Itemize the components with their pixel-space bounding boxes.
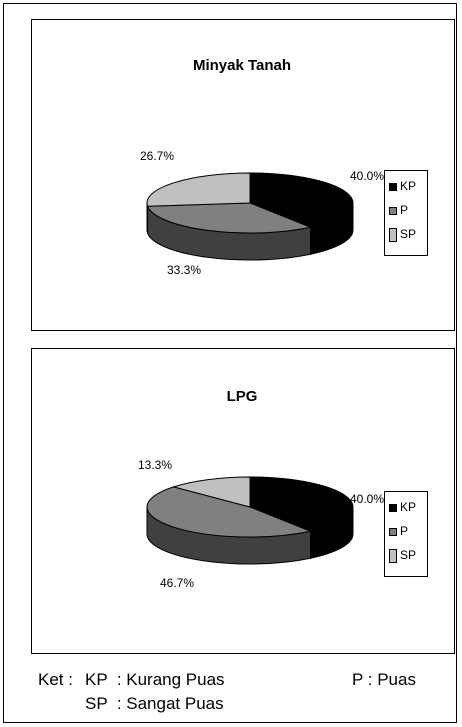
- legend-swatch-sp: [389, 227, 397, 242]
- chart-panel-minyak-tanah: Minyak Tanah 40.0% 33.3% 26.7% KP P SP: [31, 19, 455, 331]
- pie-slice-p: [146, 486, 313, 538]
- legend-swatch-kp: [389, 503, 397, 512]
- pie-chart-minyak-tanah: Minyak Tanah 40.0% 33.3% 26.7%: [140, 57, 384, 277]
- chart-title: Minyak Tanah: [193, 57, 291, 74]
- figure-frame: [3, 3, 457, 723]
- data-label-kp: 40.0%: [350, 169, 384, 183]
- legend-item-kp: KP: [389, 500, 416, 514]
- legend-label-sp: SP: [400, 548, 417, 562]
- pie-side-sp: [146, 202, 149, 234]
- legend-swatch-sp: [389, 548, 397, 563]
- chart-panel-lpg: LPG 40.0% 46.7% 13.3% KP P SP: [31, 348, 455, 654]
- legend-swatch-kp: [389, 182, 397, 191]
- legend-label-p: P: [400, 203, 409, 217]
- legend-label-kp: KP: [400, 179, 417, 193]
- data-label-sp: 13.3%: [138, 458, 172, 472]
- pie-slice-sp: [146, 172, 251, 207]
- pie-slice-kp: [249, 476, 354, 532]
- legend: KP P SP: [384, 491, 428, 577]
- pie-chart-lpg: LPG 40.0% 46.7% 13.3%: [138, 388, 384, 590]
- ket-p-line: P : Puas: [352, 670, 416, 689]
- ket-kp-line: KP : Kurang Puas: [85, 670, 225, 689]
- data-label-p: 33.3%: [167, 263, 201, 277]
- legend-item-p: P: [389, 203, 408, 217]
- legend-item-kp: KP: [389, 179, 416, 193]
- data-label-sp: 26.7%: [140, 149, 174, 163]
- legend: KP P SP: [384, 170, 428, 256]
- ket-prefix: Ket :: [38, 670, 73, 689]
- pie-slice-kp: [249, 172, 354, 228]
- data-label-kp: 40.0%: [350, 492, 384, 506]
- pie-slice-p: [146, 202, 313, 234]
- legend-label-sp: SP: [400, 227, 417, 241]
- legend-item-p: P: [389, 524, 408, 538]
- data-label-p: 46.7%: [160, 576, 194, 590]
- legend-swatch-p: [389, 527, 397, 536]
- pie-slice-sp: [171, 476, 251, 508]
- legend-label-p: P: [400, 524, 409, 538]
- ket-sp-line: SP : Sangat Puas: [85, 694, 224, 713]
- legend-item-sp: SP: [389, 548, 416, 563]
- chart-title: LPG: [227, 388, 258, 405]
- legend-item-sp: SP: [389, 227, 416, 242]
- legend-swatch-p: [389, 206, 397, 215]
- legend-label-kp: KP: [400, 500, 417, 514]
